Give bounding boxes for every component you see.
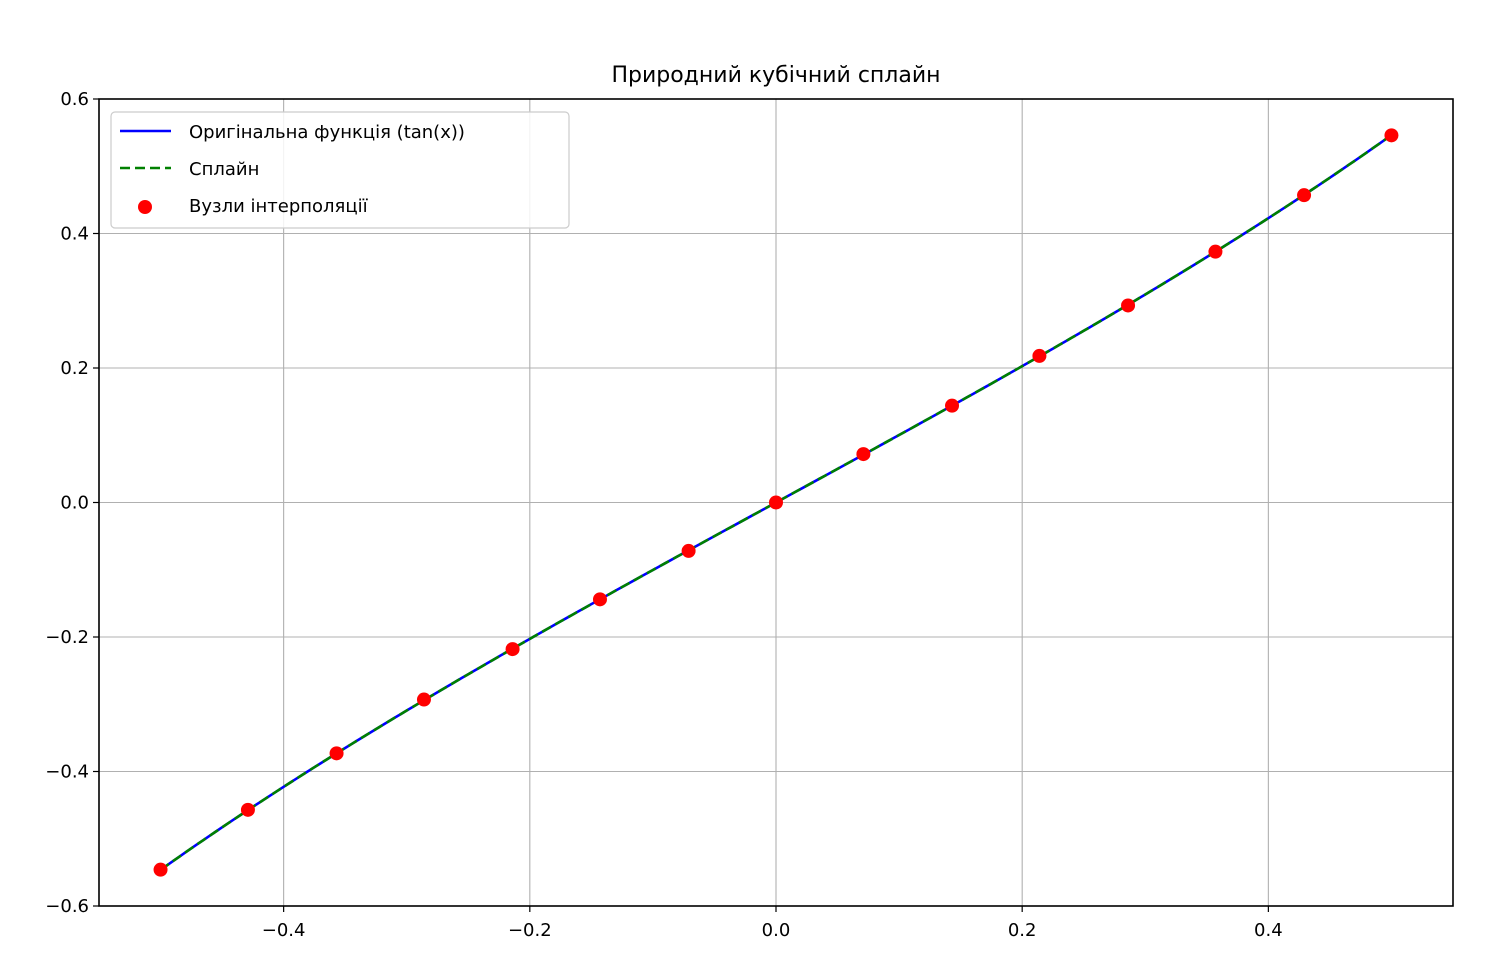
legend-label-2: Вузли інтерполяції — [189, 196, 369, 217]
x-tick-label: 0.0 — [762, 920, 791, 941]
y-tick-label: 0.4 — [60, 224, 89, 245]
y-tick-label: −0.6 — [45, 896, 89, 917]
legend-swatch-2 — [138, 200, 152, 214]
y-tick-label: 0.0 — [60, 493, 89, 514]
plot-series — [153, 128, 1399, 877]
x-tick-label: 0.2 — [1008, 920, 1037, 941]
interpolation-node-point — [856, 447, 871, 462]
legend-box — [110, 111, 570, 229]
legend: Оригінальна функція (tan(x)) Сплайн Вузли … — [110, 111, 570, 229]
interpolation-node-point — [592, 592, 607, 607]
y-tick-label: 0.2 — [60, 358, 89, 379]
interpolation-node-point — [505, 642, 520, 657]
legend-label-0: Оригінальна функція (tan(x)) — [189, 122, 465, 143]
interpolation-node-point — [769, 495, 783, 510]
axes: −0.4 −0.2 0.0 0.2 0.4 −0.6 −0.4 −0.2 0.0 0.2 0.4 0.… — [45, 89, 1282, 941]
interpolation-node-point — [416, 692, 431, 707]
chart-title: Природний кубічний сплайн — [611, 63, 940, 88]
interpolation-node-point — [1121, 298, 1136, 313]
y-tick-label: −0.4 — [45, 762, 89, 783]
legend-label-1: Сплайн — [189, 159, 259, 180]
interpolation-node-point — [1384, 128, 1399, 143]
y-tick-label: −0.2 — [45, 627, 89, 648]
interpolation-node-point — [1032, 348, 1047, 363]
y-tick-label: 0.6 — [60, 89, 89, 110]
interpolation-node-point — [153, 862, 168, 877]
x-tick-label: 0.4 — [1254, 920, 1283, 941]
interpolation-node-point — [1208, 244, 1223, 259]
interpolation-node-point — [240, 802, 255, 817]
interpolation-node-point — [945, 398, 960, 413]
interpolation-node-point — [681, 543, 696, 558]
x-tick-label: −0.4 — [262, 920, 306, 941]
x-tick-label: −0.2 — [508, 920, 552, 941]
interpolation-node-point — [329, 746, 344, 761]
series-line-1 — [159, 134, 1393, 871]
interpolation-node-point — [1297, 188, 1312, 203]
